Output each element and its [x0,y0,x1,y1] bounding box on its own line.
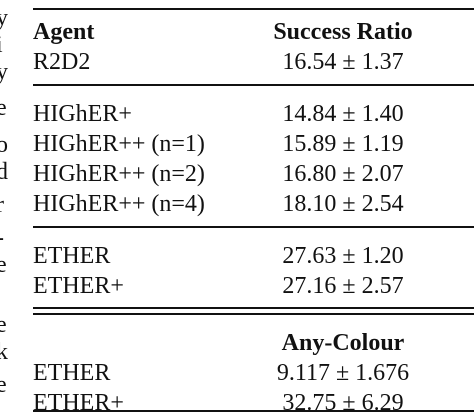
margin-fragment: o [0,132,8,158]
table-rule [33,410,474,412]
margin-fragment: - [0,224,4,252]
score-cell: 27.16 ± 2.57 [282,273,404,299]
agent-cell: R2D2 [33,49,91,75]
score-cell: 18.10 ± 2.54 [282,191,404,217]
margin-fragment: y [0,5,8,31]
score-cell: 15.89 ± 1.19 [282,131,404,157]
margin-fragment: r [0,191,4,219]
score-cell: 16.54 ± 1.37 [282,49,404,75]
section-heading: Any-Colour [281,330,405,356]
margin-fragment: d [0,159,8,185]
table-rule [33,84,474,86]
margin-fragment: k [0,339,8,365]
table-rule [33,226,474,228]
agent-cell: ETHER [33,360,111,386]
agent-cell: HIGhER++ (n=4) [33,191,205,217]
column-header: Success Ratio [273,19,413,45]
agent-cell: HIGhER+ [33,101,132,127]
table-rule [33,8,474,10]
margin-fragment: e [0,252,7,278]
table-rule [33,307,474,309]
agent-cell: HIGhER++ (n=2) [33,161,205,187]
score-cell: 27.63 ± 1.20 [282,243,404,269]
agent-cell: HIGhER++ (n=1) [33,131,205,157]
agent-cell: ETHER [33,243,111,269]
table-rule [33,313,474,315]
margin-fragment: e [0,372,7,398]
margin-fragment: e [0,312,7,338]
margin-fragment: y [0,59,8,85]
agent-cell: ETHER+ [33,273,124,299]
margin-fragment: i [0,31,3,59]
score-cell: 16.80 ± 2.07 [282,161,404,187]
column-header: Agent [33,19,95,45]
score-cell: 9.117 ± 1.676 [276,360,410,386]
score-cell: 14.84 ± 1.40 [282,101,404,127]
margin-fragment: e [0,95,7,121]
